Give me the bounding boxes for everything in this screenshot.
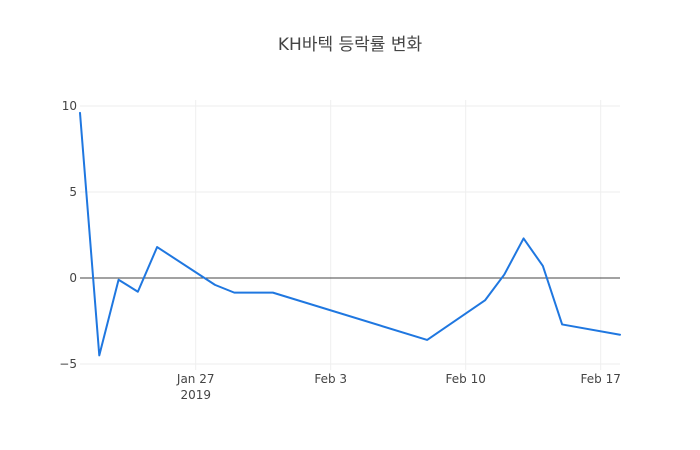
y-tick-label: 5	[69, 185, 77, 199]
axis-layer: Jan 27 2019 Feb 3 Feb 10 Feb 17 −5 0 5 10	[59, 99, 621, 402]
y-tick-label: 10	[62, 99, 77, 113]
x-tick-label: Jan 27	[176, 372, 215, 386]
chart-title: KH바텍 등락률 변화	[278, 35, 423, 55]
y-tick-label: 0	[69, 271, 77, 285]
x-tick-label: Feb 10	[446, 372, 486, 386]
series-layer	[79, 111, 621, 357]
x-tick-label: Feb 17	[581, 372, 621, 386]
series-line	[79, 111, 621, 357]
y-tick-label: −5	[59, 357, 77, 371]
x-tick-label: Feb 3	[314, 372, 347, 386]
x-tick-sublabel: 2019	[180, 388, 211, 402]
grid-layer	[80, 100, 620, 370]
